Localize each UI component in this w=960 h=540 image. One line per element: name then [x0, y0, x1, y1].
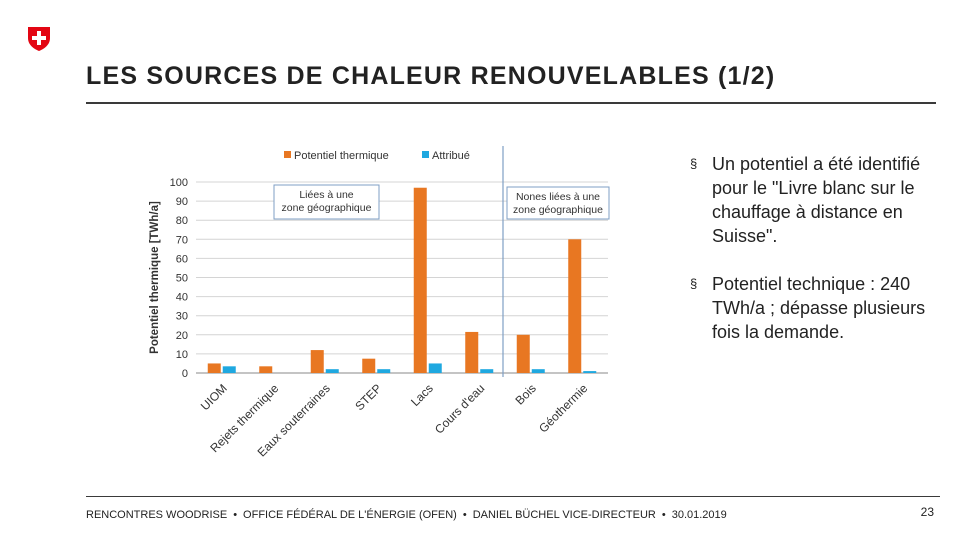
footer: RENCONTRES WOODRISE • OFFICE FÉDÉRAL DE L'…: [86, 509, 727, 521]
footer-date: 30.01.2019: [671, 509, 727, 521]
page-number: 23: [920, 505, 934, 519]
footer-speaker: DANIEL BÜCHEL VICE-DIRECTEUR: [472, 509, 656, 521]
footer-separator: •: [233, 509, 238, 521]
annotation-text: zone géographique: [513, 204, 603, 216]
bar-potential: [259, 366, 273, 373]
bar-potential: [568, 239, 582, 373]
annotation-box: [506, 186, 610, 220]
legend-swatch: [284, 151, 291, 158]
swiss-cross-logo-icon: [28, 27, 50, 51]
y-tick-label: 50: [176, 273, 188, 285]
x-tick-label: Lacs: [408, 381, 436, 409]
bullet-marker-icon: §: [690, 276, 698, 291]
annotation-box: [273, 184, 380, 220]
y-tick-label: 80: [176, 215, 188, 227]
y-tick-label: 0: [182, 368, 188, 380]
bar-attributed: [325, 369, 339, 373]
x-tick-label: Bois: [512, 381, 538, 407]
footer-office: OFFICE FÉDÉRAL DE L'ÉNERGIE (OFEN): [243, 509, 457, 521]
bar-attributed: [583, 371, 597, 373]
renewable-heat-chart: 0 10 20 30 40 50 60 70 80 90 100 Potentiel thermiqu…: [149, 146, 610, 460]
y-tick-label: 70: [176, 234, 188, 246]
bar-attributed: [428, 363, 442, 373]
bullet-list: § Un potentiel a été identifié pour le "…: [690, 152, 940, 368]
bar-potential: [207, 363, 221, 373]
bar-potential: [310, 350, 324, 373]
footer-event: RENCONTRES WOODRISE: [86, 509, 228, 521]
annotation-text: Nones liées à une: [516, 191, 600, 203]
y-tick-label: 60: [176, 253, 188, 265]
bar-potential: [413, 187, 427, 373]
footer-separator: •: [462, 509, 467, 521]
x-tick-label: UIOM: [198, 381, 230, 413]
y-tick-label: 40: [176, 292, 188, 304]
bullet-item-2: § Potentiel technique : 240 TWh/a ; dépa…: [690, 272, 940, 344]
y-tick-label: 30: [176, 311, 188, 323]
legend-label: Attribué: [432, 150, 470, 162]
bullet-text-1: Un potentiel a été identifié pour le "Li…: [712, 154, 921, 246]
title-divider: [86, 102, 936, 104]
bar-potential: [362, 358, 376, 373]
y-tick-label: 90: [176, 196, 188, 208]
y-tick-label: 10: [176, 349, 188, 361]
footer-divider: [86, 496, 940, 497]
x-tick-label: STEP: [352, 381, 384, 413]
bullet-marker-icon: §: [690, 156, 698, 171]
x-tick-label: Cours d'eau: [432, 381, 487, 436]
legend-swatch: [422, 151, 429, 158]
y-tick-label: 20: [176, 330, 188, 342]
bar-attributed: [531, 369, 545, 373]
x-tick-label: Géothermie: [536, 381, 590, 435]
bar-potential: [516, 334, 530, 373]
bullet-text-2: Potentiel technique : 240 TWh/a ; dépass…: [712, 274, 926, 342]
bar-potential: [465, 331, 479, 373]
legend-label: Potentiel thermique: [294, 150, 389, 162]
bullet-item-1: § Un potentiel a été identifié pour le "…: [690, 152, 940, 248]
y-axis-label: Potentiel thermique [TWh/a]: [149, 201, 161, 354]
bar-attributed: [480, 369, 494, 373]
bar-attributed: [377, 369, 391, 373]
annotation-text: zone géographique: [282, 202, 372, 214]
bar-attributed: [222, 366, 236, 373]
y-tick-label: 100: [170, 177, 188, 189]
footer-separator: •: [661, 509, 666, 521]
annotation-text: Liées à une: [299, 189, 353, 201]
page-title: LES SOURCES DE CHALEUR RENOUVELABLES (1/…: [86, 62, 776, 90]
